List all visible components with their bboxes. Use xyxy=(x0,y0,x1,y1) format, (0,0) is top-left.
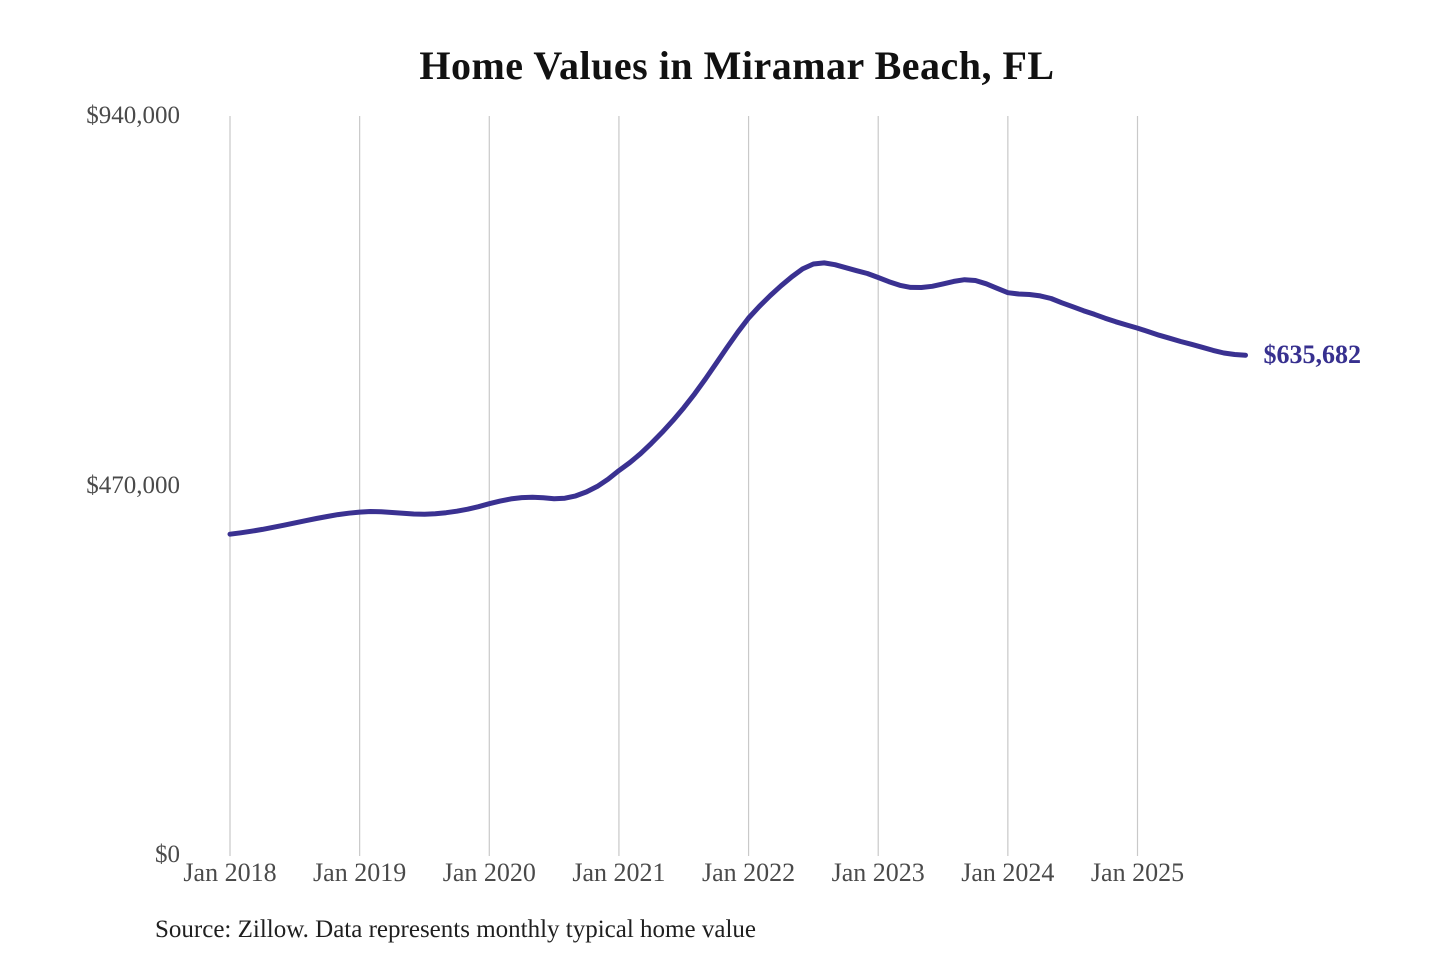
latest-value-label: $635,682 xyxy=(1263,340,1362,370)
x-axis-tick-label-jan-2023: Jan 2023 xyxy=(831,858,925,887)
y-axis-tick-label-470000: $470,000 xyxy=(86,471,180,499)
x-axis-tick-label-jan-2024: Jan 2024 xyxy=(961,858,1055,887)
chart-title: Home Values in Miramar Beach, FL xyxy=(419,43,1055,88)
x-axis-tick-label-jan-2022: Jan 2022 xyxy=(701,858,796,887)
x-axis-tick-label-jan-2021: Jan 2021 xyxy=(572,858,666,887)
source-note: Source: Zillow. Data represents monthly … xyxy=(155,916,756,943)
x-axis-tick-label-jan-2025: Jan 2025 xyxy=(1090,858,1185,887)
y-axis-tick-label-0: $0 xyxy=(155,841,180,868)
home-value-series-line xyxy=(227,260,1248,537)
y-axis-tick-label-940000: $940,000 xyxy=(86,102,180,129)
x-axis-tick-label-jan-2019: Jan 2019 xyxy=(313,858,407,887)
x-axis-tick-label-jan-2018: Jan 2018 xyxy=(183,858,277,887)
x-axis-tick-label-jan-2020: Jan 2020 xyxy=(442,858,536,887)
